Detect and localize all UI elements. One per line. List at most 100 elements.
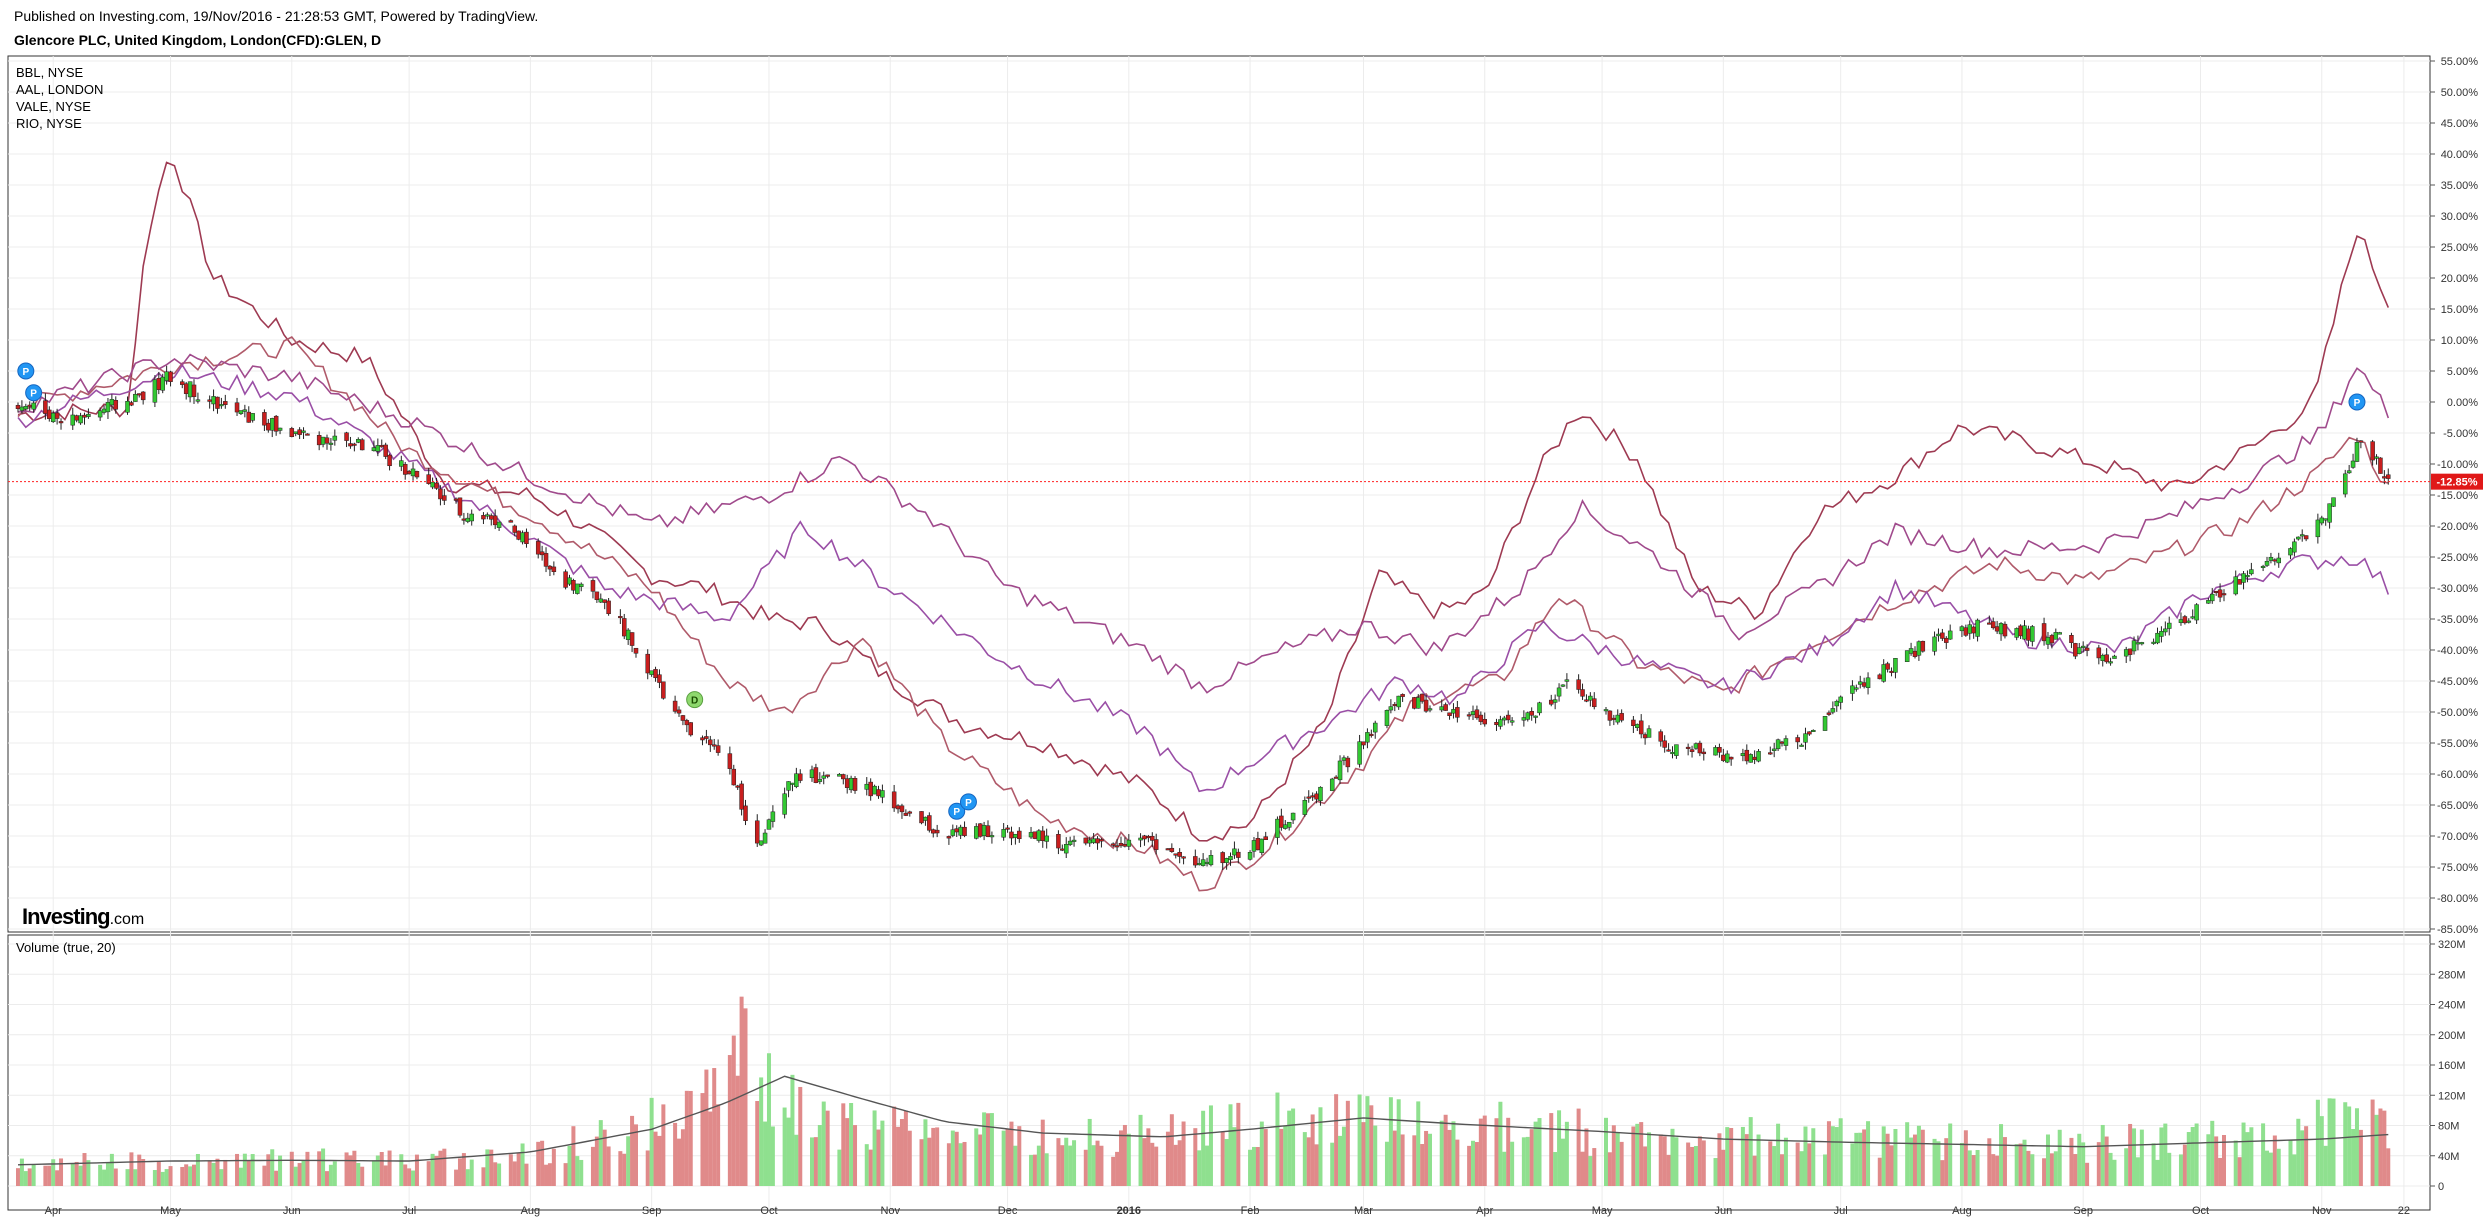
- volume-bar: [845, 1118, 850, 1186]
- candle: [1236, 851, 1241, 858]
- candle: [1314, 793, 1319, 800]
- legend-item[interactable]: AAL, LONDON: [16, 82, 104, 97]
- volume-bar: [2002, 1137, 2007, 1186]
- volume-bar: [630, 1115, 635, 1186]
- volume-bar: [1091, 1145, 1096, 1186]
- legend-item[interactable]: VALE, NYSE: [16, 99, 91, 114]
- volume-bar: [1607, 1152, 1612, 1186]
- candle: [1666, 749, 1671, 752]
- candle: [442, 495, 447, 501]
- candle: [1228, 856, 1233, 861]
- volume-bar: [411, 1170, 416, 1186]
- candle: [2073, 643, 2078, 657]
- candle: [1032, 831, 1038, 839]
- volume-bar: [1776, 1123, 1781, 1186]
- legend-item[interactable]: BBL, NYSE: [16, 65, 84, 80]
- candle: [293, 431, 298, 434]
- volume-bar: [2178, 1154, 2183, 1186]
- volume-bar: [974, 1128, 979, 1186]
- candle: [1877, 674, 1883, 680]
- candle: [754, 820, 760, 844]
- candle: [1114, 845, 1120, 848]
- volume-bar: [1885, 1133, 1890, 1186]
- published-line: Published on Investing.com, 19/Nov/2016 …: [14, 8, 539, 24]
- volume-bar: [23, 1171, 28, 1186]
- volume-bar: [1557, 1110, 1562, 1186]
- candle: [2386, 474, 2391, 479]
- candle: [872, 785, 877, 795]
- volume-bar: [2100, 1124, 2105, 1186]
- y-tick-label: -65.00%: [2437, 800, 2478, 812]
- candle: [645, 653, 650, 674]
- candle: [328, 442, 334, 445]
- marker-label: P: [30, 389, 37, 400]
- volume-bar: [923, 1119, 928, 1186]
- volume-bar: [2151, 1143, 2156, 1186]
- volume-bar: [1001, 1130, 1006, 1186]
- candle: [2069, 634, 2074, 643]
- volume-bar: [837, 1149, 842, 1186]
- volume-bar: [1564, 1121, 1569, 1186]
- candle: [1416, 697, 1421, 709]
- volume-bar: [2315, 1099, 2320, 1186]
- candle: [2014, 628, 2019, 638]
- volume-bar: [2132, 1128, 2137, 1186]
- volume-bar: [481, 1167, 486, 1186]
- candle: [1940, 632, 1945, 639]
- volume-bar: [184, 1164, 189, 1186]
- candle: [2045, 637, 2051, 645]
- volume-bar: [1068, 1145, 1073, 1186]
- candle: [946, 836, 952, 839]
- candle: [1987, 622, 1992, 625]
- candle: [2206, 600, 2211, 604]
- candle: [657, 674, 662, 683]
- volume-bar: [2124, 1148, 2129, 1186]
- candle: [2296, 536, 2301, 540]
- volume-bar: [563, 1163, 568, 1186]
- candle: [492, 515, 498, 526]
- volume-bar: [810, 1137, 814, 1186]
- candle: [1936, 633, 1941, 637]
- volume-bar: [109, 1153, 114, 1186]
- candle: [1208, 855, 1214, 866]
- candle: [1126, 839, 1132, 847]
- volume-bar: [274, 1170, 279, 1186]
- candle: [320, 436, 326, 445]
- volume-bar: [1310, 1114, 1315, 1186]
- candle: [457, 497, 463, 516]
- volume-bar: [872, 1110, 877, 1186]
- candle: [876, 789, 881, 797]
- candle: [1744, 749, 1750, 762]
- candle: [1998, 623, 2004, 635]
- candle: [962, 826, 967, 836]
- candle: [2370, 441, 2375, 461]
- volume-bar: [2331, 1098, 2336, 1186]
- candle: [954, 828, 959, 833]
- volume-bar: [731, 1035, 736, 1186]
- candle: [934, 829, 940, 834]
- candle: [1017, 830, 1022, 840]
- volume-bar: [704, 1069, 709, 1186]
- candle: [1799, 744, 1804, 747]
- candle: [15, 405, 21, 409]
- candle: [1290, 812, 1296, 821]
- x-tick-label: May: [160, 1205, 181, 1217]
- volume-bar: [2351, 1129, 2356, 1186]
- volume-bar: [31, 1164, 36, 1186]
- volume-bar: [2053, 1151, 2058, 1186]
- volume-bar: [1772, 1146, 1777, 1186]
- legend-item[interactable]: RIO, NYSE: [16, 116, 82, 131]
- volume-bar: [2069, 1137, 2074, 1186]
- candles: [15, 365, 2391, 871]
- candle: [1470, 711, 1476, 715]
- candle: [629, 632, 635, 646]
- volume-bar: [1834, 1127, 1839, 1186]
- volume-bar: [1560, 1138, 1565, 1186]
- candle: [1384, 710, 1390, 726]
- candle: [844, 778, 850, 788]
- volume-bar: [1756, 1134, 1761, 1186]
- volume-bar: [1995, 1155, 2000, 1186]
- candle: [1169, 847, 1175, 852]
- candle: [1912, 650, 1918, 657]
